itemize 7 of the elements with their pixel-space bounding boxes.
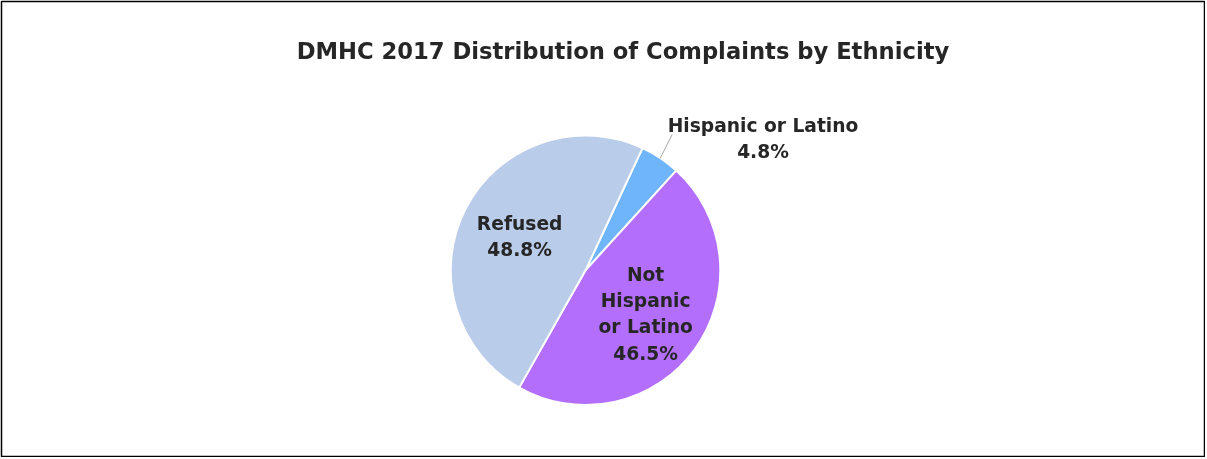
data-label: 48.8% <box>487 239 553 261</box>
slice-label: Not Hispanic or Latino <box>598 263 693 338</box>
data-label: 4.8% <box>737 141 790 163</box>
slice-label: Refused <box>476 212 563 234</box>
chart-title: DMHC 2017 Distribution of Complaints by Ethnicity <box>296 38 950 65</box>
slice-label: Hispanic or Latino <box>667 114 859 136</box>
data-label: 46.5% <box>613 342 679 364</box>
